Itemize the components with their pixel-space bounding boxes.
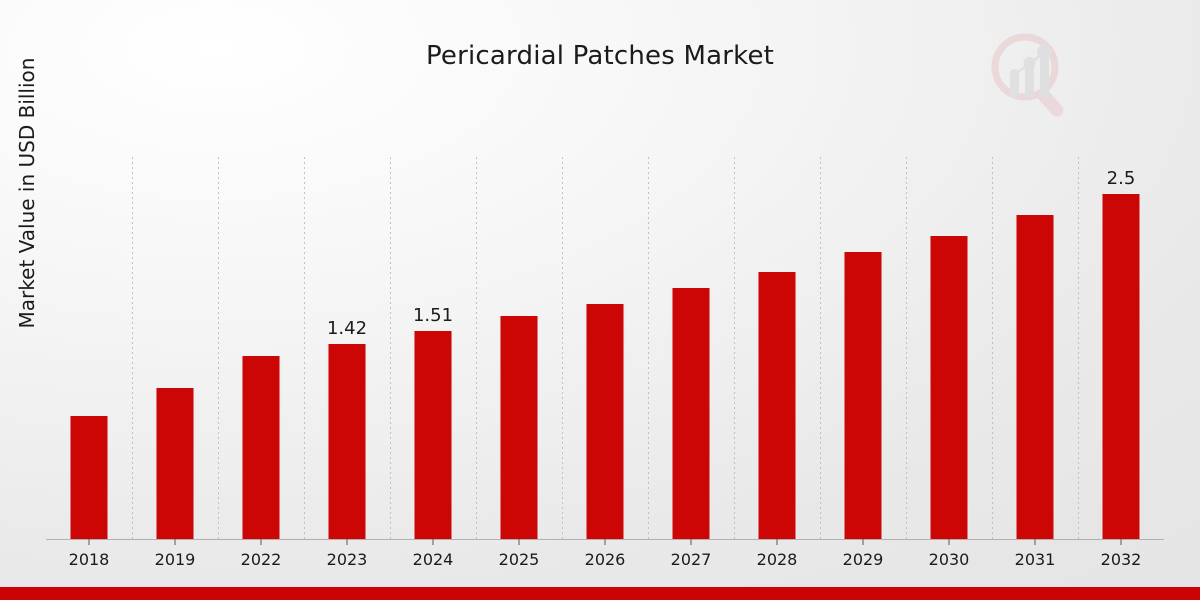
plot-area: 2018 2019 2022 1.42 2023 1.51 2024 2025 2026 2027… bbox=[46, 156, 1164, 569]
x-axis-tick-label: 2027 bbox=[670, 550, 712, 569]
x-axis-tick-mark bbox=[518, 539, 520, 545]
x-axis-tick-mark bbox=[1120, 539, 1122, 545]
x-axis-tick-mark bbox=[260, 539, 262, 545]
x-axis-tick-mark bbox=[1034, 539, 1036, 545]
x-axis-tick-mark bbox=[862, 539, 864, 545]
x-axis-tick-label: 2023 bbox=[326, 550, 368, 569]
bar-group[interactable]: 2028 bbox=[734, 156, 820, 569]
bar-group[interactable]: 1.42 2023 bbox=[304, 156, 390, 569]
bar-value-label: 2.5 bbox=[1106, 168, 1136, 190]
bar-series: 2018 2019 2022 1.42 2023 1.51 2024 2025 2026 2027… bbox=[46, 156, 1164, 569]
bar[interactable] bbox=[585, 302, 625, 539]
bar-group[interactable]: 2.5 2032 bbox=[1078, 156, 1164, 569]
bar-group[interactable]: 2027 bbox=[648, 156, 734, 569]
x-axis-tick-label: 2031 bbox=[1014, 550, 1056, 569]
x-axis-tick-label: 2018 bbox=[68, 550, 110, 569]
x-axis-tick-mark bbox=[604, 539, 606, 545]
magnifier-bar-chart-logo-icon bbox=[983, 27, 1079, 123]
bar-group[interactable]: 2031 bbox=[992, 156, 1078, 569]
x-axis-tick-label: 2032 bbox=[1100, 550, 1142, 569]
bar[interactable] bbox=[241, 355, 281, 539]
x-axis-tick-mark bbox=[776, 539, 778, 545]
bar-group[interactable]: 1.51 2024 bbox=[390, 156, 476, 569]
x-axis-tick-label: 2026 bbox=[584, 550, 626, 569]
bar[interactable] bbox=[757, 270, 797, 539]
bar-value-label: 1.42 bbox=[326, 317, 368, 339]
x-axis-tick-label: 2022 bbox=[240, 550, 282, 569]
bar-group[interactable]: 2022 bbox=[218, 156, 304, 569]
bar-group[interactable]: 2030 bbox=[906, 156, 992, 569]
x-axis-tick-label: 2030 bbox=[928, 550, 970, 569]
bar[interactable] bbox=[327, 342, 367, 539]
bar[interactable] bbox=[843, 251, 883, 539]
footer-band bbox=[0, 587, 1200, 600]
x-axis-tick-mark bbox=[690, 539, 692, 545]
bar-group[interactable]: 2029 bbox=[820, 156, 906, 569]
x-axis-tick-mark bbox=[948, 539, 950, 545]
x-axis-tick-mark bbox=[88, 539, 90, 545]
x-axis-tick-label: 2029 bbox=[842, 550, 884, 569]
bar-group[interactable]: 2025 bbox=[476, 156, 562, 569]
bar[interactable] bbox=[413, 330, 453, 539]
bar[interactable] bbox=[929, 234, 969, 539]
x-axis-tick-label: 2028 bbox=[756, 550, 798, 569]
bar-value-label: 1.51 bbox=[412, 305, 454, 327]
bar[interactable] bbox=[1015, 214, 1055, 539]
x-axis-tick-mark bbox=[174, 539, 176, 545]
bar[interactable] bbox=[155, 386, 195, 539]
bar-group[interactable]: 2026 bbox=[562, 156, 648, 569]
x-axis-tick-mark bbox=[346, 539, 348, 545]
bar[interactable] bbox=[1101, 193, 1141, 539]
page-title: Pericardial Patches Market bbox=[425, 41, 775, 71]
x-axis-tick-label: 2019 bbox=[154, 550, 196, 569]
bar-group[interactable]: 2019 bbox=[132, 156, 218, 569]
x-axis-tick-label: 2024 bbox=[412, 550, 454, 569]
bar[interactable] bbox=[671, 287, 711, 539]
x-axis-tick-label: 2025 bbox=[498, 550, 540, 569]
bar-group[interactable]: 2018 bbox=[46, 156, 132, 569]
bar[interactable] bbox=[69, 414, 109, 539]
bar[interactable] bbox=[499, 315, 539, 539]
y-axis-label: Market Value in USD Billion bbox=[15, 57, 39, 329]
x-axis-tick-mark bbox=[432, 539, 434, 545]
